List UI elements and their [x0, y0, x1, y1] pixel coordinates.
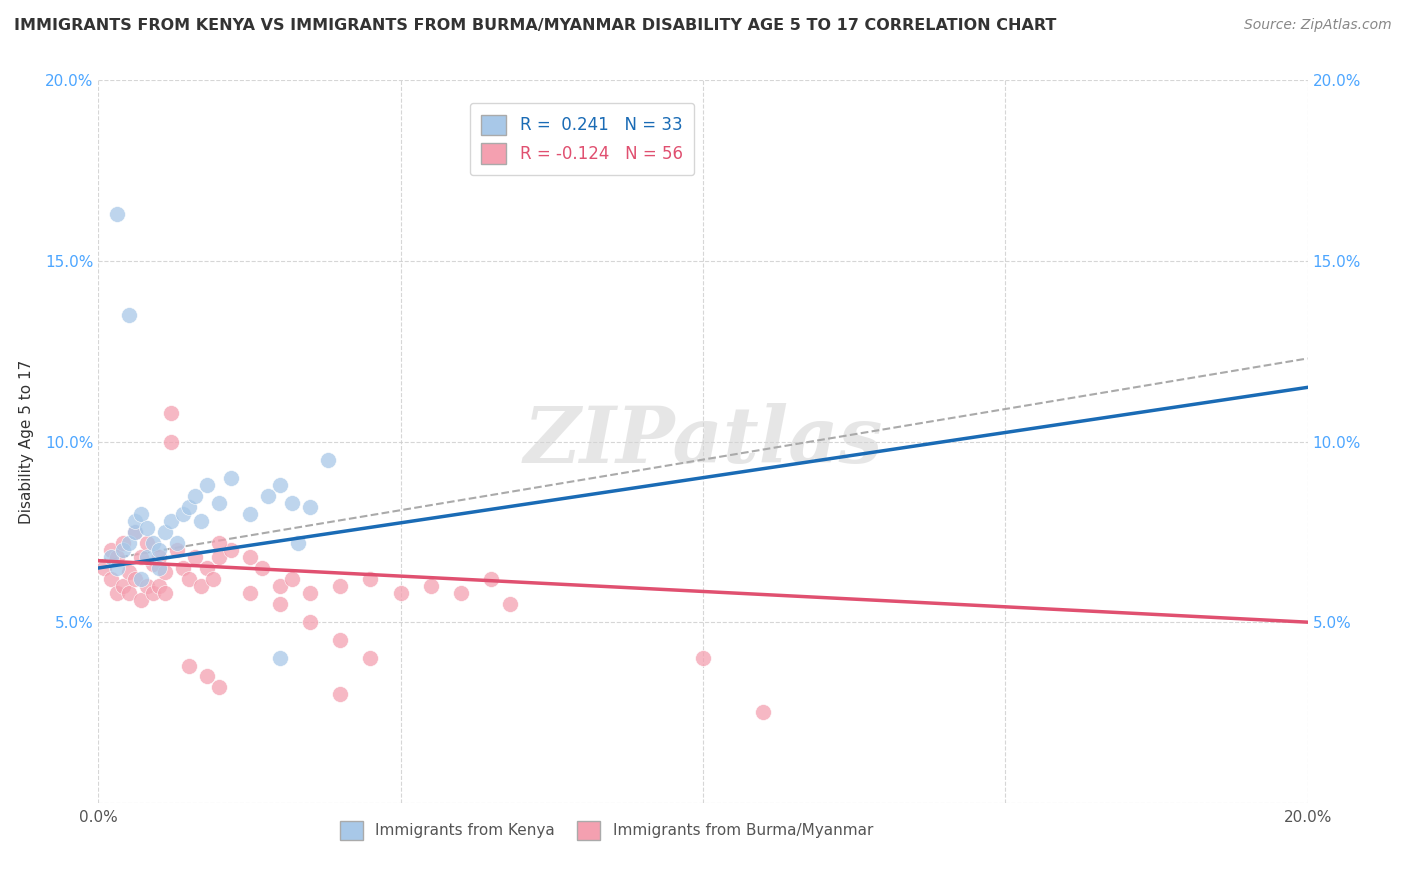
Point — [153, 524, 176, 539]
Point — [142, 558, 165, 572]
Point — [195, 669, 218, 683]
Point — [208, 535, 231, 549]
Point — [179, 572, 201, 586]
Point — [129, 550, 152, 565]
Point — [172, 561, 194, 575]
Point — [135, 521, 157, 535]
Point — [118, 565, 141, 579]
Point — [111, 579, 134, 593]
Point — [105, 550, 128, 565]
Point — [184, 550, 207, 565]
Point — [389, 586, 412, 600]
Point — [179, 658, 201, 673]
Point — [166, 535, 188, 549]
Point — [329, 579, 352, 593]
Point — [184, 489, 207, 503]
Point — [160, 406, 183, 420]
Point — [100, 542, 122, 557]
Point — [105, 561, 128, 575]
Point — [256, 489, 278, 503]
Point — [316, 452, 339, 467]
Point — [420, 579, 443, 593]
Point — [329, 687, 352, 701]
Point — [498, 597, 520, 611]
Point — [190, 514, 212, 528]
Point — [160, 434, 183, 449]
Text: Source: ZipAtlas.com: Source: ZipAtlas.com — [1244, 18, 1392, 32]
Point — [172, 507, 194, 521]
Point — [129, 593, 152, 607]
Point — [202, 572, 225, 586]
Point — [269, 597, 291, 611]
Point — [195, 561, 218, 575]
Point — [100, 572, 122, 586]
Point — [221, 471, 243, 485]
Point — [299, 500, 322, 514]
Point — [105, 207, 128, 221]
Point — [752, 706, 775, 720]
Point — [111, 535, 134, 549]
Point — [148, 561, 170, 575]
Point — [148, 579, 170, 593]
Point — [195, 478, 218, 492]
Point — [250, 561, 273, 575]
Point — [129, 507, 152, 521]
Y-axis label: Disability Age 5 to 17: Disability Age 5 to 17 — [20, 359, 34, 524]
Point — [281, 496, 304, 510]
Point — [269, 579, 291, 593]
Point — [124, 572, 146, 586]
Point — [148, 550, 170, 565]
Point — [153, 586, 176, 600]
Point — [124, 524, 146, 539]
Point — [124, 514, 146, 528]
Point — [153, 565, 176, 579]
Point — [269, 651, 291, 665]
Point — [190, 579, 212, 593]
Point — [148, 542, 170, 557]
Point — [135, 550, 157, 565]
Point — [142, 586, 165, 600]
Point — [129, 572, 152, 586]
Point — [221, 542, 243, 557]
Point — [208, 550, 231, 565]
Point — [93, 561, 115, 575]
Point — [269, 478, 291, 492]
Point — [111, 542, 134, 557]
Point — [135, 579, 157, 593]
Point — [450, 586, 472, 600]
Point — [360, 572, 382, 586]
Point — [118, 535, 141, 549]
Point — [118, 586, 141, 600]
Point — [287, 535, 309, 549]
Point — [124, 524, 146, 539]
Point — [100, 550, 122, 565]
Point — [239, 550, 262, 565]
Point — [239, 586, 262, 600]
Point — [135, 535, 157, 549]
Text: IMMIGRANTS FROM KENYA VS IMMIGRANTS FROM BURMA/MYANMAR DISABILITY AGE 5 TO 17 CO: IMMIGRANTS FROM KENYA VS IMMIGRANTS FROM… — [14, 18, 1056, 33]
Point — [481, 572, 503, 586]
Point — [105, 586, 128, 600]
Point — [142, 535, 165, 549]
Point — [208, 496, 231, 510]
Point — [692, 651, 714, 665]
Point — [239, 507, 262, 521]
Point — [281, 572, 304, 586]
Text: ZIPatlas: ZIPatlas — [523, 403, 883, 480]
Point — [118, 308, 141, 322]
Point — [166, 542, 188, 557]
Point — [160, 514, 183, 528]
Legend: Immigrants from Kenya, Immigrants from Burma/Myanmar: Immigrants from Kenya, Immigrants from B… — [333, 815, 879, 846]
Point — [299, 615, 322, 630]
Point — [329, 633, 352, 648]
Point — [208, 680, 231, 694]
Point — [360, 651, 382, 665]
Point — [179, 500, 201, 514]
Point — [299, 586, 322, 600]
